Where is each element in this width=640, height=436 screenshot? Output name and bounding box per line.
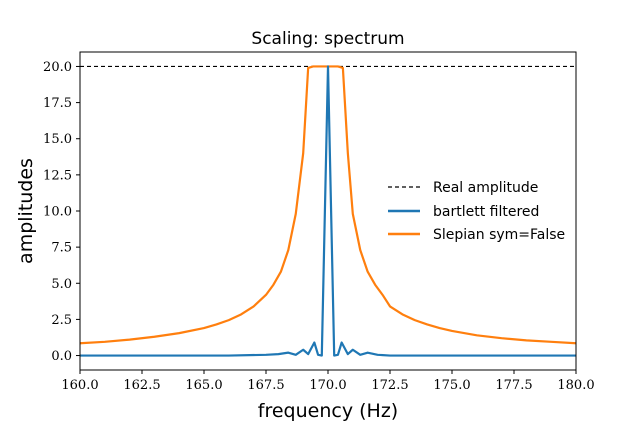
x-tick-label: 162.5 [123,378,160,393]
y-tick-label: 5.0 [51,277,72,292]
y-tick-label: 17.5 [43,96,72,111]
x-tick-label: 167.5 [247,378,284,393]
x-tick-label: 177.5 [495,378,532,393]
y-tick-label: 12.5 [43,168,72,183]
x-tick-label: 172.5 [371,378,408,393]
series-layer [79,65,577,357]
y-tick-label: 10.0 [43,205,72,220]
x-tick-label: 170.0 [309,378,346,393]
y-tick-label: 0.0 [51,349,72,364]
x-tick-label: 160.0 [61,378,98,393]
x-tick-label: 165.0 [185,378,222,393]
y-tick-label: 20.0 [43,60,72,75]
x-tick-label: 180.0 [557,378,594,393]
legend-label-slepian: Slepian sym=False [433,227,565,243]
y-tick-label: 2.5 [51,313,72,328]
series-line-bartlett-filtered [80,65,576,357]
y-tick-label: 15.0 [43,132,72,147]
chart-title: Scaling: spectrum [251,29,404,49]
x-axis-label: frequency (Hz) [258,400,398,422]
plot-frame [79,51,577,371]
tick-layer: 160.0 162.5 165.0 167.5 170.0 172.5 175.0 177.5… [43,60,595,393]
legend-label-real-amplitude: Real amplitude [433,180,538,196]
y-tick-label: 7.5 [51,241,72,256]
legend-label-bartlett: bartlett filtered [433,204,539,220]
x-tick-label: 175.0 [433,378,470,393]
legend: Real amplitude bartlett filtered Slepian… [388,180,565,243]
y-axis-label: amplitudes [15,158,37,264]
